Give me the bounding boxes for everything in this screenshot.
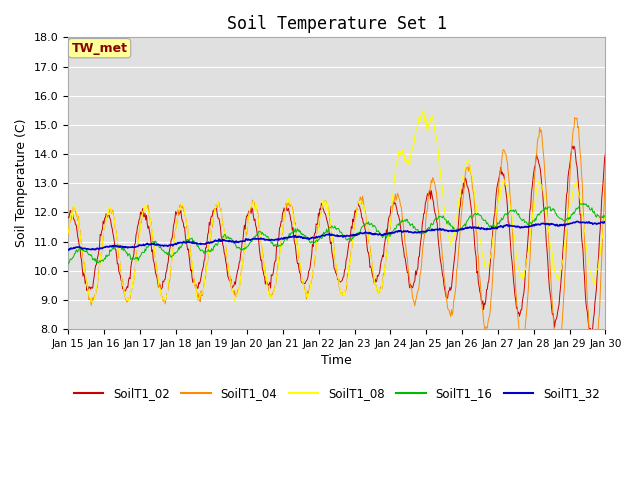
SoilT1_32 [65,247,72,253]
Text: TW_met: TW_met [72,42,127,55]
SoilT1_16 [129,255,137,261]
Y-axis label: Soil Temperature (C): Soil Temperature (C) [15,119,28,247]
SoilT1_32 [130,244,138,250]
SoilT1_02 [129,255,137,261]
SoilT1_04 [589,366,597,372]
SoilT1_16 [212,241,220,247]
SoilT1_16 [64,261,72,267]
SoilT1_08 [130,278,138,284]
SoilT1_08 [403,158,410,164]
Line: SoilT1_02: SoilT1_02 [68,146,605,335]
SoilT1_08 [184,232,192,238]
SoilT1_02 [212,204,220,209]
Line: SoilT1_32: SoilT1_32 [68,221,605,250]
SoilT1_04 [184,223,191,229]
SoilT1_32 [403,228,410,234]
SoilT1_16 [184,237,191,242]
X-axis label: Time: Time [321,354,352,367]
SoilT1_16 [580,201,588,206]
SoilT1_02 [64,214,72,220]
SoilT1_02 [602,151,609,156]
SoilT1_08 [602,211,609,216]
SoilT1_02 [570,143,578,149]
SoilT1_04 [602,168,609,174]
SoilT1_32 [184,239,192,244]
SoilT1_08 [74,214,81,219]
SoilT1_32 [75,244,83,250]
SoilT1_08 [419,108,426,114]
SoilT1_04 [212,203,220,208]
SoilT1_02 [74,234,81,240]
SoilT1_16 [602,212,609,218]
SoilT1_08 [89,300,97,305]
SoilT1_16 [402,218,410,224]
SoilT1_02 [184,247,191,252]
SoilT1_16 [418,229,426,235]
SoilT1_02 [588,332,595,337]
SoilT1_04 [418,262,426,268]
Line: SoilT1_16: SoilT1_16 [68,204,605,264]
SoilT1_32 [213,238,221,244]
SoilT1_16 [74,249,81,255]
SoilT1_08 [419,111,427,117]
SoilT1_08 [213,204,221,210]
SoilT1_32 [419,228,426,234]
SoilT1_04 [64,232,72,238]
Line: SoilT1_08: SoilT1_08 [68,111,605,302]
SoilT1_02 [402,261,410,266]
Title: Soil Temperature Set 1: Soil Temperature Set 1 [227,15,447,33]
SoilT1_04 [74,218,81,224]
SoilT1_02 [418,232,426,238]
SoilT1_32 [64,247,72,252]
SoilT1_04 [402,243,410,249]
SoilT1_32 [602,218,609,224]
SoilT1_04 [129,280,137,286]
Legend: SoilT1_02, SoilT1_04, SoilT1_08, SoilT1_16, SoilT1_32: SoilT1_02, SoilT1_04, SoilT1_08, SoilT1_… [69,383,604,405]
SoilT1_08 [64,230,72,236]
Line: SoilT1_04: SoilT1_04 [68,118,605,369]
SoilT1_04 [571,115,579,120]
